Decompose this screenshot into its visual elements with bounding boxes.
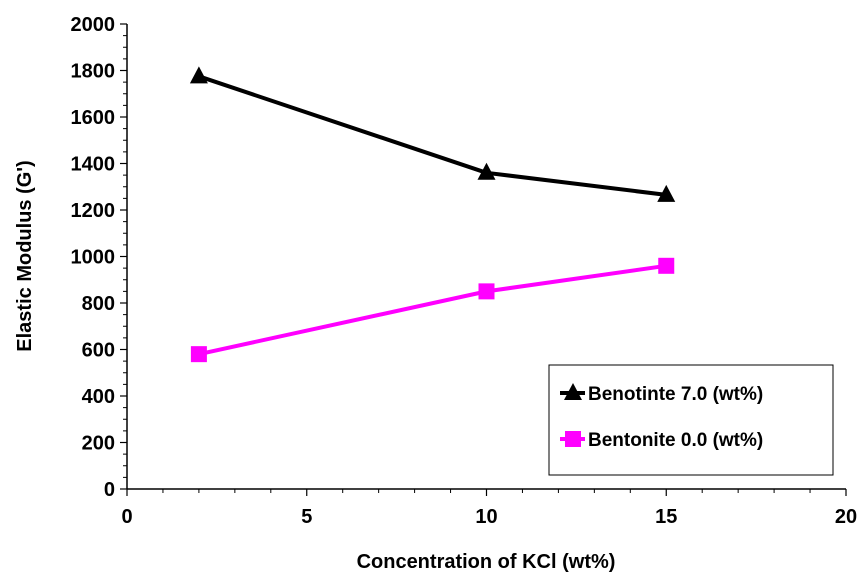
y-tick-label: 1200: [71, 200, 116, 222]
x-axis-ticks: 0 5 10 15 20: [121, 489, 857, 528]
legend-label-bentonite: Bentonite 0.0 (wt%): [588, 430, 763, 451]
legend-marker-triangle-icon: [564, 383, 582, 400]
y-tick-label: 2000: [71, 14, 116, 36]
y-tick-label: 800: [82, 293, 115, 315]
data-point-triangle: [477, 162, 496, 180]
data-point-square: [658, 257, 675, 274]
x-tick-label: 5: [301, 506, 312, 528]
legend-item-benotinte: Benotinte 7.0 (wt%): [560, 383, 763, 405]
legend: Benotinte 7.0 (wt%) Bentonite 0.0 (wt%): [548, 364, 834, 476]
legend-item-bentonite: Bentonite 0.0 (wt%): [560, 430, 763, 451]
y-tick-label: 1000: [71, 247, 116, 269]
plot-area: 0 5 10 15 20 0 200 400 600 800 1000 1200 1400 1600 18…: [71, 14, 858, 528]
x-tick-label: 20: [835, 506, 857, 528]
y-axis-title: Elastic Modulus (G'): [14, 160, 36, 351]
legend-marker-square-icon: [565, 431, 581, 447]
y-tick-label: 600: [82, 340, 115, 362]
y-tick-label: 0: [104, 479, 115, 501]
series-line-1: [198, 263, 667, 357]
x-tick-label: 15: [655, 506, 677, 528]
series-line-0: [198, 74, 667, 197]
data-point-square: [478, 283, 495, 300]
x-tick-label: 10: [475, 506, 497, 528]
y-tick-label: 1400: [71, 154, 116, 176]
data-point-triangle: [189, 66, 208, 84]
x-axis-title: Concentration of KCl (wt%): [357, 551, 616, 573]
y-tick-label: 400: [82, 386, 115, 408]
legend-box: [548, 364, 834, 476]
y-tick-label: 200: [82, 433, 115, 455]
y-tick-label: 1600: [71, 107, 116, 129]
series-layer: [189, 66, 676, 363]
x-tick-label: 0: [121, 506, 132, 528]
y-tick-label: 1800: [71, 61, 116, 83]
y-axis-ticks: 0 200 400 600 800 1000 1200 1400 1600 1800 2000: [71, 14, 127, 501]
data-point-triangle: [657, 184, 676, 202]
data-point-square: [190, 346, 207, 363]
legend-label-benotinte: Benotinte 7.0 (wt%): [588, 384, 763, 405]
